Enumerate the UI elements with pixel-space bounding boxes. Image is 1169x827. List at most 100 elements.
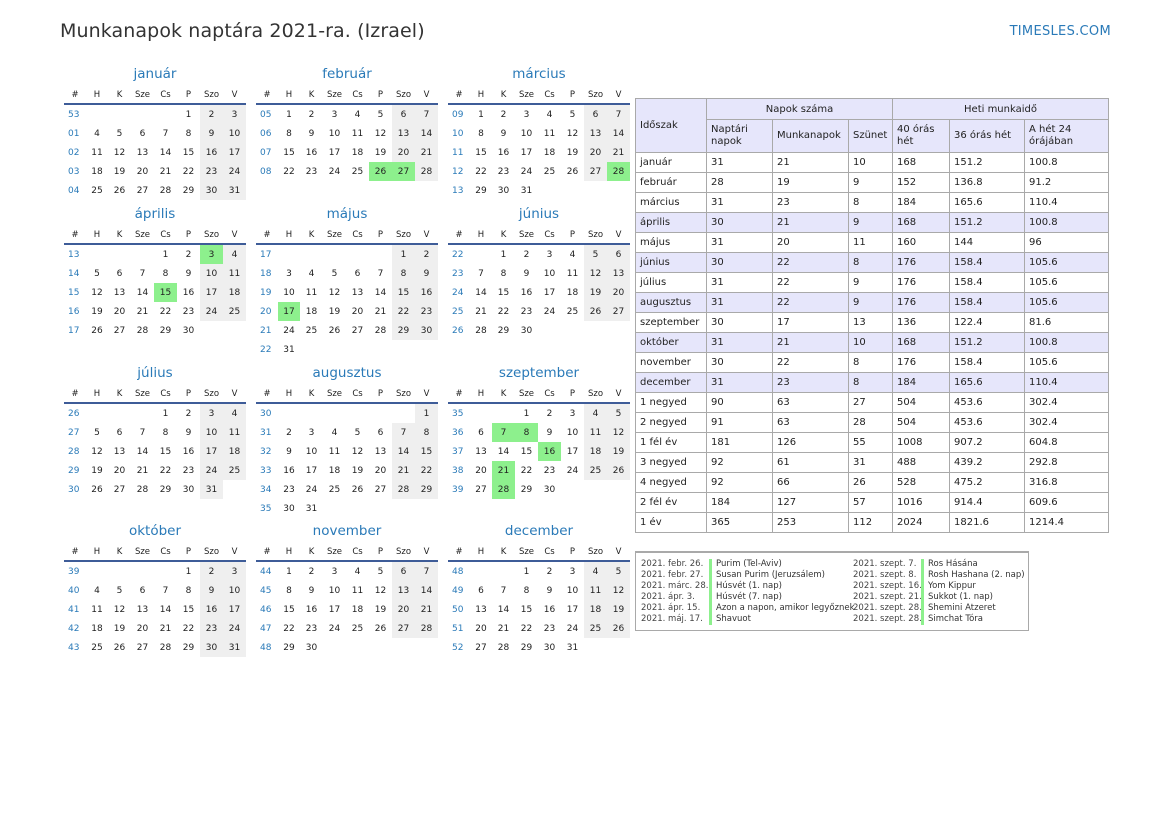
day-cell: 6 bbox=[478, 585, 484, 596]
day-cell: 12 bbox=[113, 604, 126, 615]
day-cell: 2 bbox=[308, 109, 315, 120]
weekday-header: Szo bbox=[584, 544, 607, 562]
value-cell: 152 bbox=[892, 172, 950, 193]
day-cell: 14 bbox=[497, 446, 510, 457]
weekday-header: V bbox=[415, 227, 438, 245]
day-cell: 3 bbox=[223, 104, 246, 124]
day-cell: 27 bbox=[584, 162, 607, 181]
month-table: # H K Sze Cs P Szo V 44 1 2 3 4 5 6 7 45 8 9 10 11 12 13 14 46 15… bbox=[256, 544, 438, 657]
day-cell: 19 bbox=[328, 306, 341, 317]
value-cell: 302.4 bbox=[1024, 412, 1109, 433]
weekday-header: Szo bbox=[392, 227, 415, 245]
day-cell: 12 bbox=[91, 446, 103, 457]
day-cell: 23 bbox=[305, 623, 318, 634]
holiday-name: Sukkot (1. nap) bbox=[921, 592, 993, 603]
table-row: május 31 20 11 160 144 96 bbox=[635, 232, 1109, 253]
value-cell: 61 bbox=[772, 452, 849, 473]
day-cell: 28 bbox=[159, 185, 172, 196]
day-cell: 20 bbox=[607, 283, 630, 302]
day-cell: 29 bbox=[497, 325, 510, 336]
value-cell: 28 bbox=[706, 172, 773, 193]
day-cell: 20 bbox=[584, 143, 607, 162]
week-number: 26 bbox=[452, 325, 464, 336]
table-row: november 30 22 8 176 158.4 105.6 bbox=[635, 352, 1109, 373]
weekday-header: # bbox=[64, 544, 86, 562]
empty-cell bbox=[86, 104, 108, 124]
value-cell: 57 bbox=[848, 492, 893, 513]
day-cell: 10 bbox=[305, 446, 318, 457]
week-number: 11 bbox=[452, 147, 464, 158]
day-cell: 17 bbox=[223, 600, 246, 619]
weekday-header: H bbox=[278, 87, 300, 105]
table-row: 3 negyed 92 61 31 488 439.2 292.8 bbox=[635, 452, 1109, 473]
value-cell: 136.8 bbox=[949, 172, 1025, 193]
period-cell: március bbox=[635, 192, 707, 213]
day-cell: 14 bbox=[415, 581, 438, 600]
day-cell: 27 bbox=[392, 162, 415, 181]
empty-cell bbox=[323, 403, 346, 423]
day-cell: 8 bbox=[162, 268, 169, 279]
value-cell: 184 bbox=[892, 372, 950, 393]
day-cell: 4 bbox=[584, 403, 607, 423]
day-cell: 21 bbox=[159, 166, 172, 177]
empty-cell bbox=[369, 340, 392, 359]
weekday-header: Cs bbox=[154, 386, 177, 404]
subheader-cell: 36 órás hét bbox=[949, 119, 1025, 153]
day-cell: 4 bbox=[546, 109, 553, 120]
brand-link[interactable]: TIMESLES.COM bbox=[1009, 24, 1111, 39]
holiday-name: Rosh Hashana (2. nap) bbox=[921, 570, 1025, 581]
day-cell: 11 bbox=[584, 423, 607, 442]
value-cell: 31 bbox=[706, 272, 773, 293]
day-cell: 15 bbox=[283, 604, 295, 615]
empty-cell bbox=[415, 340, 438, 359]
day-cell: 10 bbox=[223, 124, 246, 143]
empty-cell bbox=[346, 340, 369, 359]
weekday-header: H bbox=[470, 386, 492, 404]
value-cell: 604.8 bbox=[1024, 432, 1109, 453]
day-cell: 2 bbox=[286, 427, 292, 438]
day-cell: 3 bbox=[223, 561, 246, 581]
weekday-header: # bbox=[64, 87, 86, 105]
week-number: 51 bbox=[452, 623, 464, 634]
day-cell: 2 bbox=[185, 408, 192, 419]
day-cell: 5 bbox=[354, 427, 361, 438]
day-cell: 28 bbox=[492, 480, 515, 499]
day-cell: 19 bbox=[584, 283, 607, 302]
value-cell: 365 bbox=[706, 512, 773, 533]
day-cell: 21 bbox=[492, 461, 515, 480]
day-cell: 9 bbox=[286, 446, 292, 457]
day-cell: 22 bbox=[497, 306, 510, 317]
value-cell: 9 bbox=[848, 212, 893, 233]
value-cell: 151.2 bbox=[949, 332, 1025, 353]
value-cell: 253 bbox=[772, 512, 849, 533]
period-cell: november bbox=[635, 352, 707, 373]
day-cell: 11 bbox=[584, 581, 607, 600]
day-cell: 25 bbox=[328, 484, 341, 495]
weekday-header: Sze bbox=[131, 386, 154, 404]
day-cell: 24 bbox=[566, 623, 579, 634]
empty-cell bbox=[369, 638, 392, 657]
empty-cell bbox=[108, 104, 131, 124]
day-cell: 30 bbox=[200, 638, 223, 657]
holiday-date: 2021. febr. 27. bbox=[641, 570, 704, 580]
empty-cell bbox=[538, 181, 561, 200]
table-row: 1 negyed 90 63 27 504 453.6 302.4 bbox=[635, 392, 1109, 413]
day-cell: 19 bbox=[91, 306, 103, 317]
holiday-list-left: 2021. febr. 26. Purim (Tel-Aviv) 2021. feb… bbox=[641, 559, 855, 625]
value-cell: 8 bbox=[848, 352, 893, 373]
weekday-header: V bbox=[223, 544, 246, 562]
week-number: 38 bbox=[452, 465, 464, 476]
day-cell: 27 bbox=[374, 484, 387, 495]
day-cell: 9 bbox=[185, 268, 192, 279]
value-cell: 105.6 bbox=[1024, 252, 1109, 273]
day-cell: 24 bbox=[223, 162, 246, 181]
day-cell: 18 bbox=[566, 287, 579, 298]
day-cell: 15 bbox=[475, 147, 487, 158]
day-cell: 14 bbox=[415, 124, 438, 143]
value-cell: 100.8 bbox=[1024, 152, 1109, 173]
value-cell: 168 bbox=[892, 152, 950, 173]
weekday-header: # bbox=[64, 386, 86, 404]
period-cell: szeptember bbox=[635, 312, 707, 333]
weekday-header: P bbox=[561, 87, 584, 105]
table-row: március 31 23 8 184 165.6 110.4 bbox=[635, 192, 1109, 213]
